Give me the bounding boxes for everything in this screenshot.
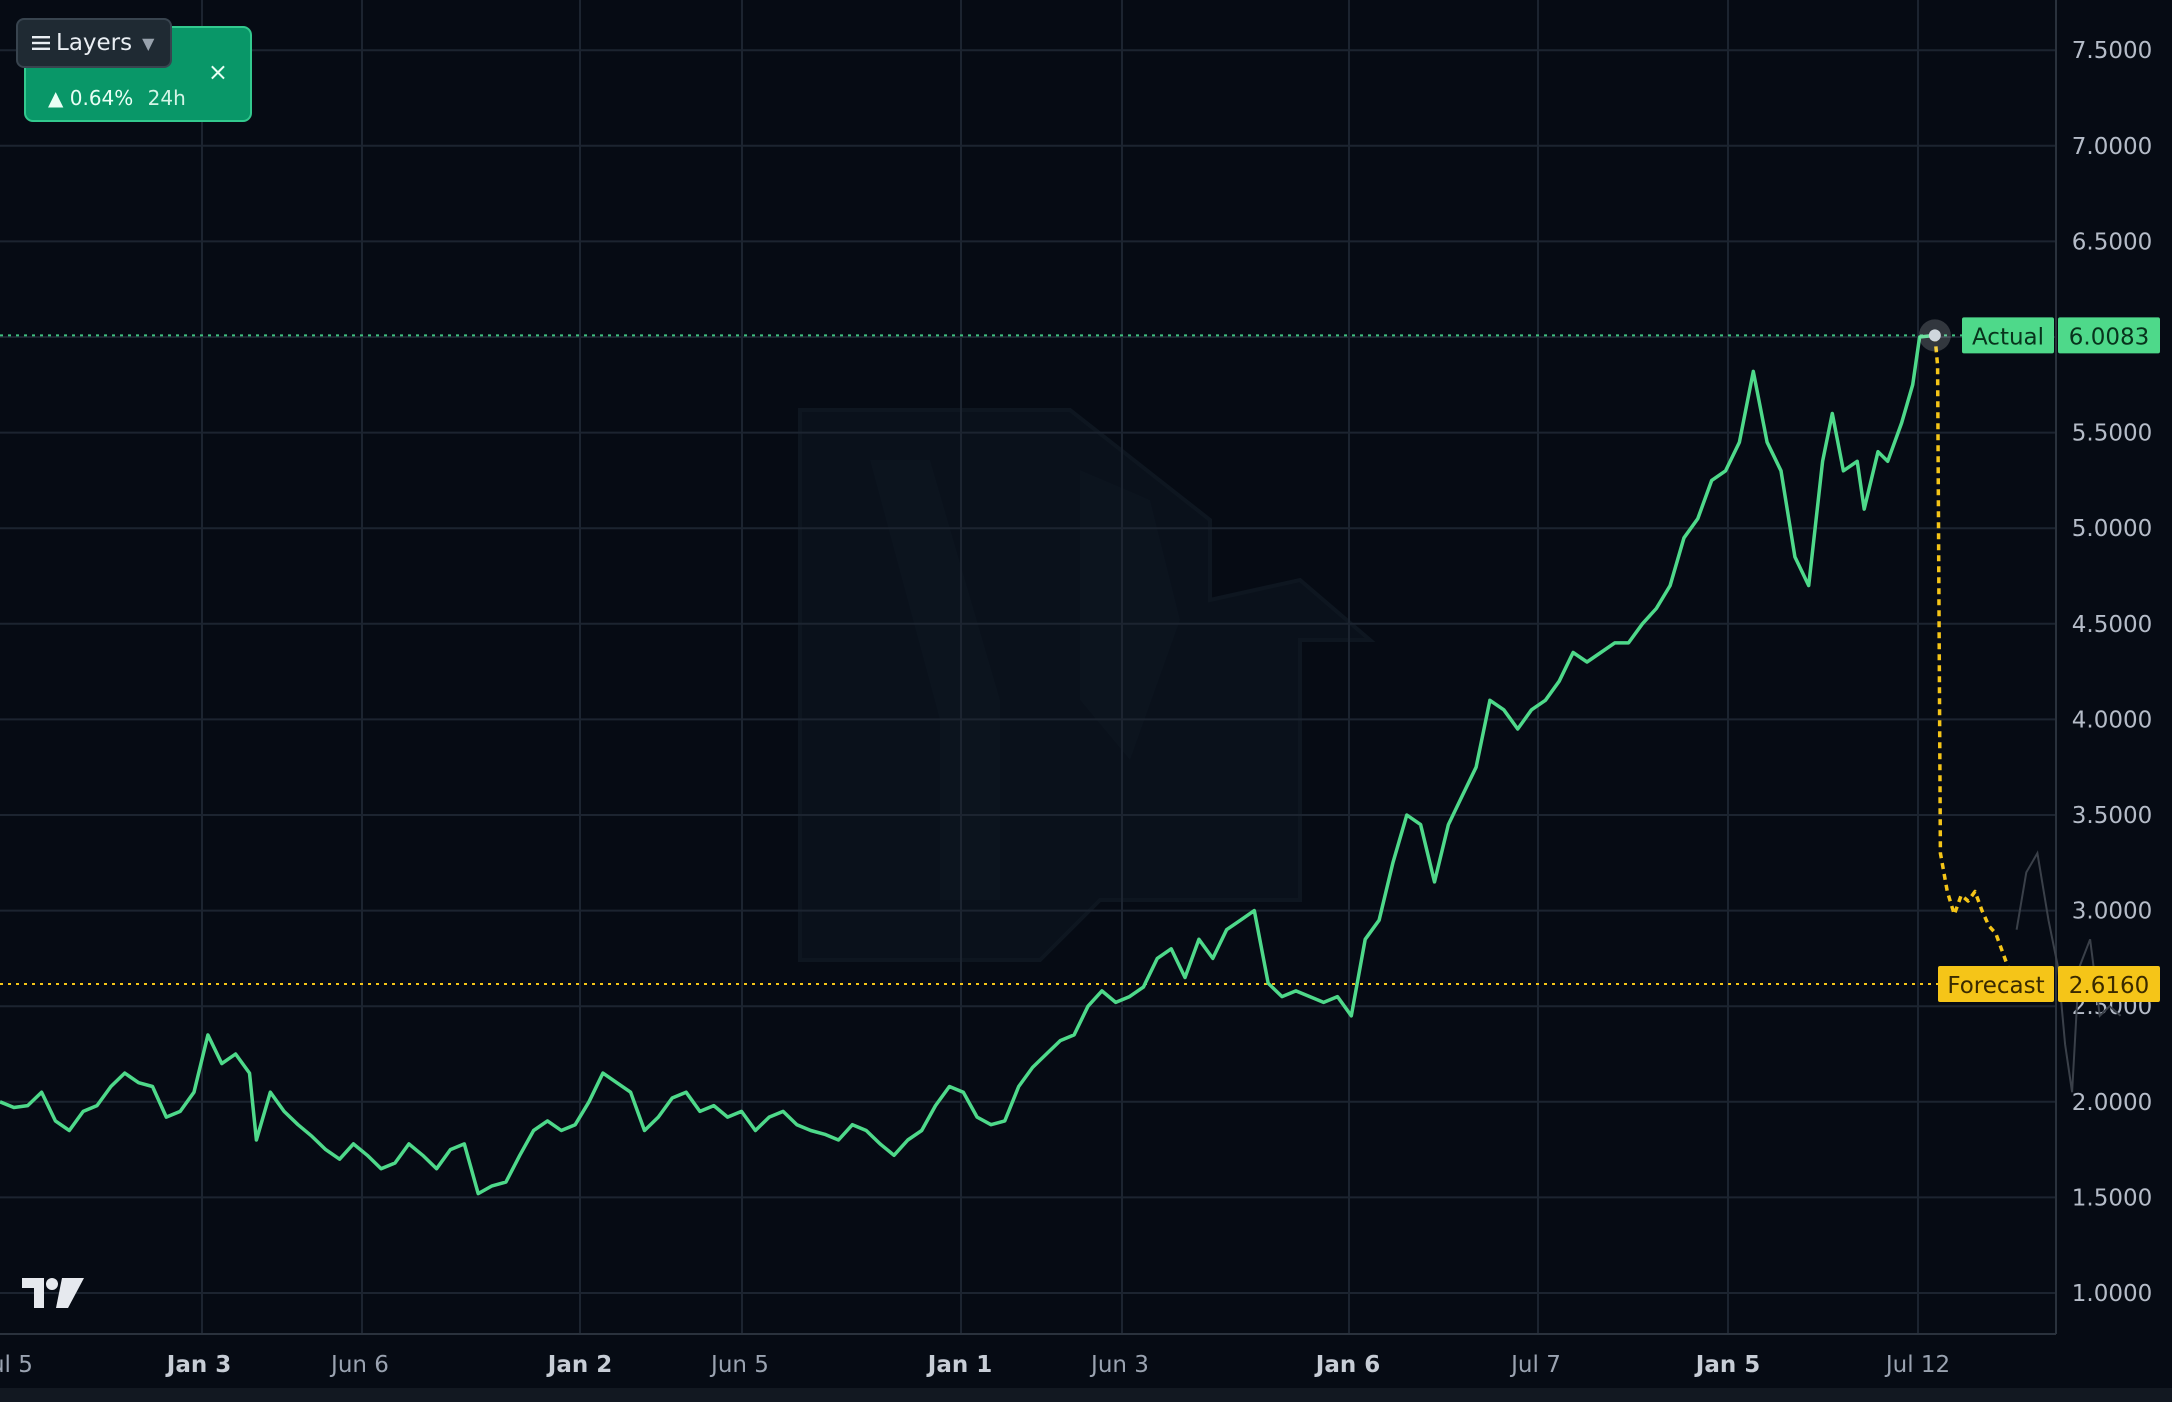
y-tick-label: 6.5000 bbox=[2072, 229, 2152, 255]
actual-value-label: 6.0083 bbox=[2069, 324, 2149, 350]
layers-label: Layers bbox=[56, 30, 133, 56]
actual-name-label: Actual bbox=[1972, 324, 2044, 350]
x-tick-label: Jul 12 bbox=[1884, 1352, 1950, 1378]
x-tick-label: Jun 5 bbox=[709, 1352, 769, 1378]
forecast-value-tag bbox=[2058, 966, 2160, 1003]
forecast-name-label: Forecast bbox=[1947, 973, 2044, 999]
x-tick-label: Jun 6 bbox=[329, 1352, 389, 1378]
layers-button[interactable]: Layers ▼ bbox=[16, 18, 172, 68]
bottom-strip bbox=[0, 1388, 2172, 1402]
forecast-value-label: 2.6160 bbox=[2069, 973, 2149, 999]
chevron-down-icon: ▼ bbox=[142, 33, 155, 53]
actual-name-tag bbox=[1962, 317, 2054, 354]
tradingview-logo bbox=[22, 1278, 84, 1308]
y-tick-label: 4.0000 bbox=[2072, 707, 2152, 733]
x-tick-label: Jan 2 bbox=[546, 1352, 612, 1378]
x-tick-label: Jan 5 bbox=[1694, 1352, 1760, 1378]
forecast-series-line[interactable] bbox=[1933, 335, 2032, 983]
forecast-name-tag bbox=[1938, 966, 2054, 1003]
y-tick-label: 2.0000 bbox=[2072, 1090, 2152, 1116]
y-tick-label: 5.5000 bbox=[2072, 421, 2152, 447]
up-arrow-icon: ▲ bbox=[48, 86, 64, 110]
forecast-ghost-line bbox=[2015, 850, 2122, 1093]
x-tick-label: Jul 7 bbox=[1509, 1352, 1561, 1378]
y-tick-label: 7.5000 bbox=[2072, 38, 2152, 64]
y-tick-label: 5.0000 bbox=[2072, 516, 2152, 542]
y-tick-label: 3.5000 bbox=[2072, 803, 2152, 829]
current-point-marker[interactable] bbox=[1928, 329, 1941, 342]
y-tick-label: 4.5000 bbox=[2072, 612, 2152, 638]
x-tick-label: Jan 6 bbox=[1314, 1352, 1380, 1378]
y-tick-label: 3.0000 bbox=[2072, 899, 2152, 925]
close-icon[interactable]: × bbox=[207, 58, 228, 86]
ticker-change-value: 0.64% bbox=[69, 86, 134, 110]
x-tick-label: Jan 1 bbox=[926, 1352, 992, 1378]
y-tick-label: 1.5000 bbox=[2072, 1185, 2152, 1211]
x-tick-label: Jun 3 bbox=[1089, 1352, 1149, 1378]
x-tick-label: Jan 3 bbox=[165, 1352, 231, 1378]
actual-value-tag bbox=[2058, 317, 2160, 354]
y-tick-label: 1.0000 bbox=[2072, 1281, 2152, 1307]
ticker-change: ▲ 0.64% 24h bbox=[48, 86, 186, 110]
hamburger-icon bbox=[32, 36, 50, 50]
watermark-logo bbox=[798, 408, 1376, 962]
y-tick-label: 7.0000 bbox=[2072, 134, 2152, 160]
x-tick-label: Jul 5 bbox=[0, 1352, 33, 1378]
actual-series-line[interactable] bbox=[0, 333, 1936, 1196]
ticker-period: 24h bbox=[147, 86, 186, 110]
